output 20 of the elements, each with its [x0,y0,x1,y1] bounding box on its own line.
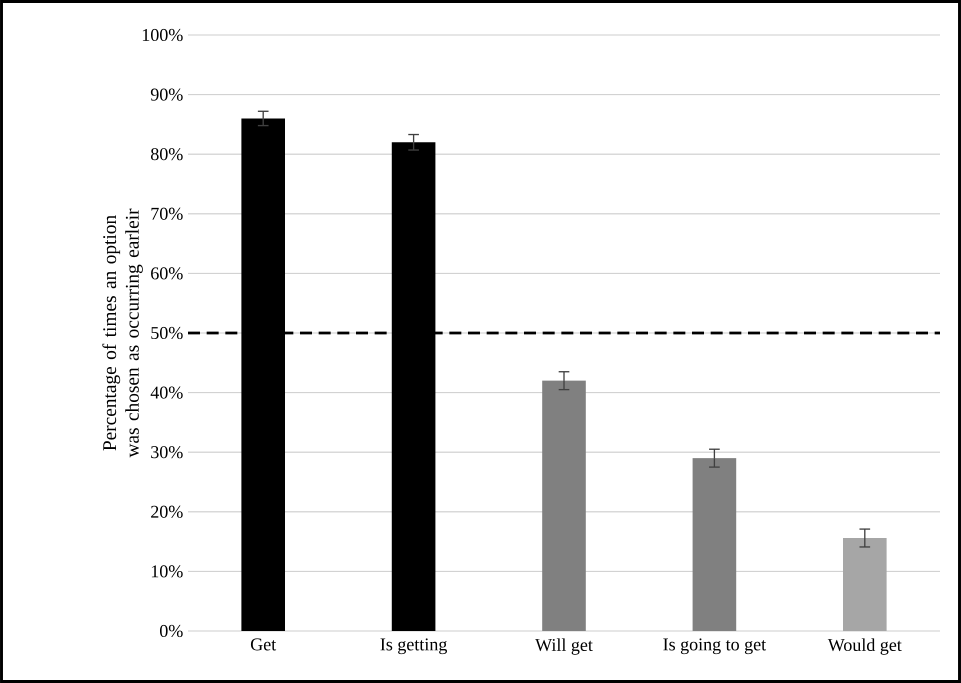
y-tick-label: 30% [151,446,183,458]
y-tick-label: 20% [151,506,183,518]
y-tick-label: 40% [150,386,183,399]
y-axis-title: Percentage of times an option was chosen as occurring earleir [102,208,143,458]
x-tick-label: Is getting [380,638,447,654]
y-tick-label: 80% [150,148,183,160]
bar [692,458,736,631]
bar [542,380,586,631]
x-tick-label: Is going to get [663,638,766,654]
x-tick-label: Get [250,638,276,650]
x-tick-label: Would get [828,638,902,655]
bar [842,538,887,631]
y-tick-label: 10% [152,565,183,578]
y-tick-label: 100% [142,28,183,42]
y-tick-label: 60% [151,267,183,280]
y-tick-label: 90% [150,88,183,101]
y-tick-label: 0% [160,624,183,638]
x-tick-label: Will get [535,638,593,655]
y-tick-label: 50% [151,326,183,340]
y-tick-label: 70% [151,208,183,220]
